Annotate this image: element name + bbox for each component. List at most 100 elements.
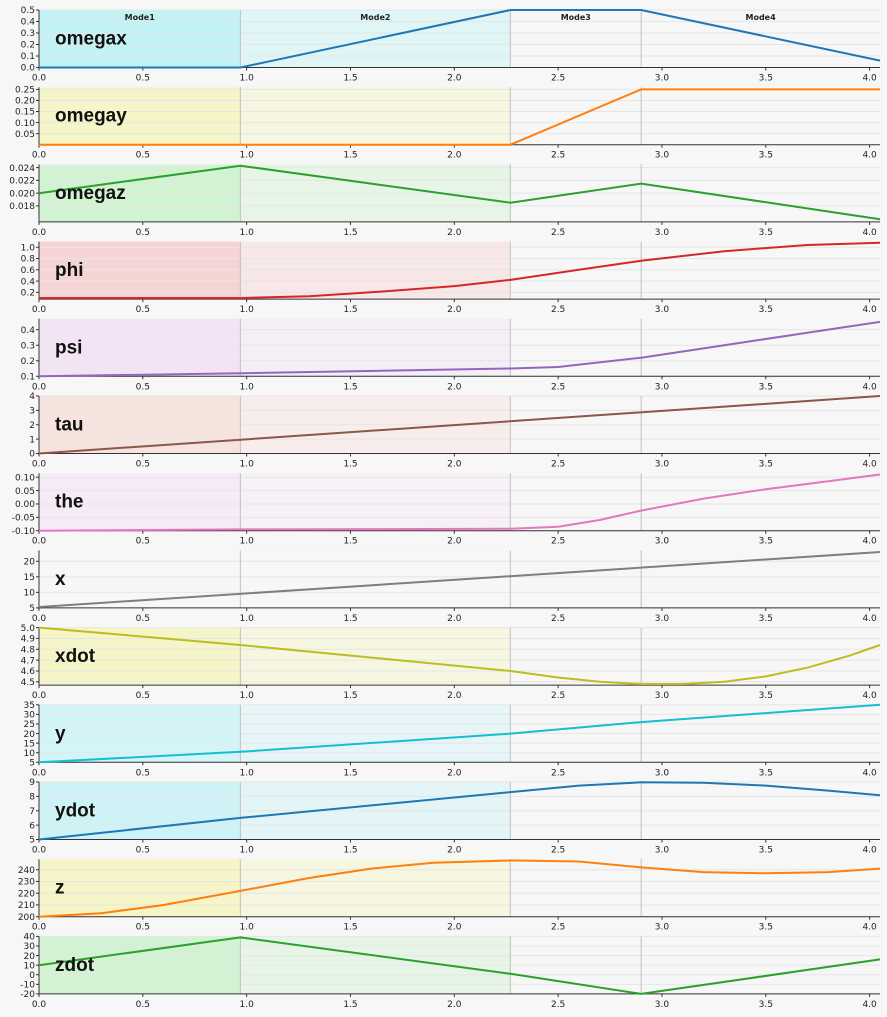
x-tick-label: 2.5 bbox=[551, 768, 565, 778]
x-tick-label: 2.0 bbox=[447, 691, 462, 701]
x-tick-label: 1.5 bbox=[343, 382, 357, 392]
y-tick-label: 4.8 bbox=[21, 645, 36, 655]
x-tick-label: 1.0 bbox=[239, 74, 254, 84]
x-tick-label: 1.5 bbox=[343, 74, 357, 84]
panel-label: xdot bbox=[55, 646, 96, 667]
x-tick-label: 0.0 bbox=[32, 228, 47, 238]
y-tick-label: 4.6 bbox=[21, 667, 36, 677]
y-tick-label: 0.0 bbox=[21, 64, 36, 74]
mode2-shade bbox=[240, 241, 511, 300]
y-tick-label: 0.2 bbox=[21, 357, 35, 367]
x-tick-label: 3.5 bbox=[759, 228, 773, 238]
mode1-shade bbox=[39, 241, 241, 300]
mode-label: Mode2 bbox=[360, 13, 390, 22]
series-line-phi bbox=[39, 241, 881, 299]
x-tick-label: 2.5 bbox=[551, 460, 565, 470]
y-tick-label: 25 bbox=[24, 720, 35, 730]
x-tick-label: 2.5 bbox=[551, 74, 565, 84]
panel-label: the bbox=[55, 492, 84, 513]
x-tick-label: 4.0 bbox=[862, 537, 877, 547]
y-tick-label: 0.2 bbox=[21, 41, 35, 51]
mode2-shade bbox=[240, 318, 511, 377]
x-tick-label: 2.5 bbox=[551, 846, 565, 856]
x-tick-label: 1.5 bbox=[343, 691, 357, 701]
series-line-x bbox=[38, 551, 881, 608]
y-tick-label: 4.7 bbox=[21, 656, 35, 666]
y-tick-label: 0 bbox=[29, 450, 35, 460]
x-tick-label: 4.0 bbox=[862, 228, 877, 238]
series-line-psi bbox=[38, 320, 881, 378]
y-tick-label: 10 bbox=[24, 961, 36, 971]
y-tick-label: 0.8 bbox=[21, 255, 36, 265]
y-tick-label: -10 bbox=[20, 981, 35, 991]
y-tick-label: 40 bbox=[24, 933, 36, 943]
x-tick-label: 0.0 bbox=[32, 923, 47, 933]
x-tick-label: 3.0 bbox=[655, 846, 670, 856]
y-tick-label: 0.3 bbox=[21, 29, 35, 39]
x-tick-label: 1.5 bbox=[343, 768, 357, 778]
x-tick-label: 1.0 bbox=[239, 614, 254, 624]
y-tick-label: -0.10 bbox=[12, 527, 36, 537]
panel-the: -0.10 -0.05 0.00 0.05 0.10 0.0 0.5 1.0 1.5 2.0 2.5… bbox=[12, 473, 881, 547]
x-tick-label: 0.0 bbox=[32, 691, 47, 701]
x-tick-label: 0.5 bbox=[136, 382, 150, 392]
x-tick-label: 3.0 bbox=[655, 382, 670, 392]
y-tick-label: 0.20 bbox=[15, 97, 35, 107]
y-tick-label: 5 bbox=[29, 604, 35, 614]
series-line-xdot bbox=[38, 626, 881, 685]
x-tick-label: 2.0 bbox=[447, 923, 462, 933]
x-tick-label: 0.0 bbox=[32, 846, 47, 856]
x-tick-label: 3.0 bbox=[655, 537, 670, 547]
x-tick-label: 3.5 bbox=[759, 537, 773, 547]
y-tick-label: -20 bbox=[20, 990, 35, 1000]
x-tick-label: 4.0 bbox=[862, 691, 877, 701]
x-tick-label: 0.0 bbox=[32, 151, 47, 161]
panel-omegaz: 0.018 0.020 0.022 0.024 0.0 0.5 1.0 1.5 2.0 2.5 3.… bbox=[9, 164, 881, 238]
y-tick-label: 0.020 bbox=[9, 189, 35, 199]
y-tick-label: 200 bbox=[18, 913, 35, 923]
mode-label: Mode1 bbox=[125, 13, 156, 22]
x-tick-label: 4.0 bbox=[862, 768, 877, 778]
x-tick-label: 3.0 bbox=[655, 923, 670, 933]
y-tick-label: 6 bbox=[29, 821, 35, 831]
y-tick-label: 15 bbox=[24, 739, 35, 749]
y-tick-label: 30 bbox=[24, 942, 36, 952]
panel-label: omegaz bbox=[55, 183, 126, 204]
y-tick-label: 35 bbox=[24, 701, 35, 711]
y-tick-label: 0.5 bbox=[21, 6, 35, 16]
y-tick-label: 1.0 bbox=[21, 243, 36, 253]
x-tick-label: 0.5 bbox=[136, 460, 150, 470]
y-tick-label: 0.4 bbox=[21, 326, 36, 336]
x-tick-label: 3.5 bbox=[759, 74, 773, 84]
panel-psi: 0.1 0.2 0.3 0.4 0.0 0.5 1.0 1.5 2.0 2.5 3.0 3.5 4.0 p… bbox=[21, 318, 881, 392]
y-tick-label: 4.9 bbox=[21, 635, 36, 645]
x-tick-label: 4.0 bbox=[862, 305, 877, 315]
y-tick-label: 0.3 bbox=[21, 341, 35, 351]
y-tick-label: 230 bbox=[18, 878, 35, 888]
x-tick-label: 0.5 bbox=[136, 768, 150, 778]
x-tick-label: 3.0 bbox=[655, 1000, 670, 1010]
x-tick-label: 0.5 bbox=[136, 1000, 150, 1010]
y-tick-label: 0.05 bbox=[15, 130, 35, 140]
y-tick-label: 0.4 bbox=[21, 277, 36, 287]
x-tick-label: 2.0 bbox=[447, 460, 462, 470]
series-line-omegay bbox=[39, 88, 880, 146]
x-tick-label: 2.0 bbox=[447, 1000, 462, 1010]
x-tick-label: 2.0 bbox=[447, 614, 462, 624]
y-tick-label: 5 bbox=[29, 759, 35, 769]
y-tick-label: 0.1 bbox=[21, 373, 35, 383]
y-tick-label: 0.1 bbox=[21, 52, 35, 62]
y-tick-label: 0.024 bbox=[9, 164, 35, 174]
x-tick-label: 1.0 bbox=[239, 228, 254, 238]
x-tick-label: 4.0 bbox=[862, 846, 877, 856]
y-tick-label: 5 bbox=[29, 836, 35, 846]
panel-label: y bbox=[55, 723, 66, 744]
x-tick-label: 4.0 bbox=[862, 1000, 877, 1010]
mode1-shade bbox=[39, 473, 241, 531]
y-tick-label: 10 bbox=[24, 749, 36, 759]
series-line-the bbox=[38, 473, 881, 532]
x-tick-label: 1.0 bbox=[239, 305, 254, 315]
x-tick-label: 0.5 bbox=[136, 305, 150, 315]
